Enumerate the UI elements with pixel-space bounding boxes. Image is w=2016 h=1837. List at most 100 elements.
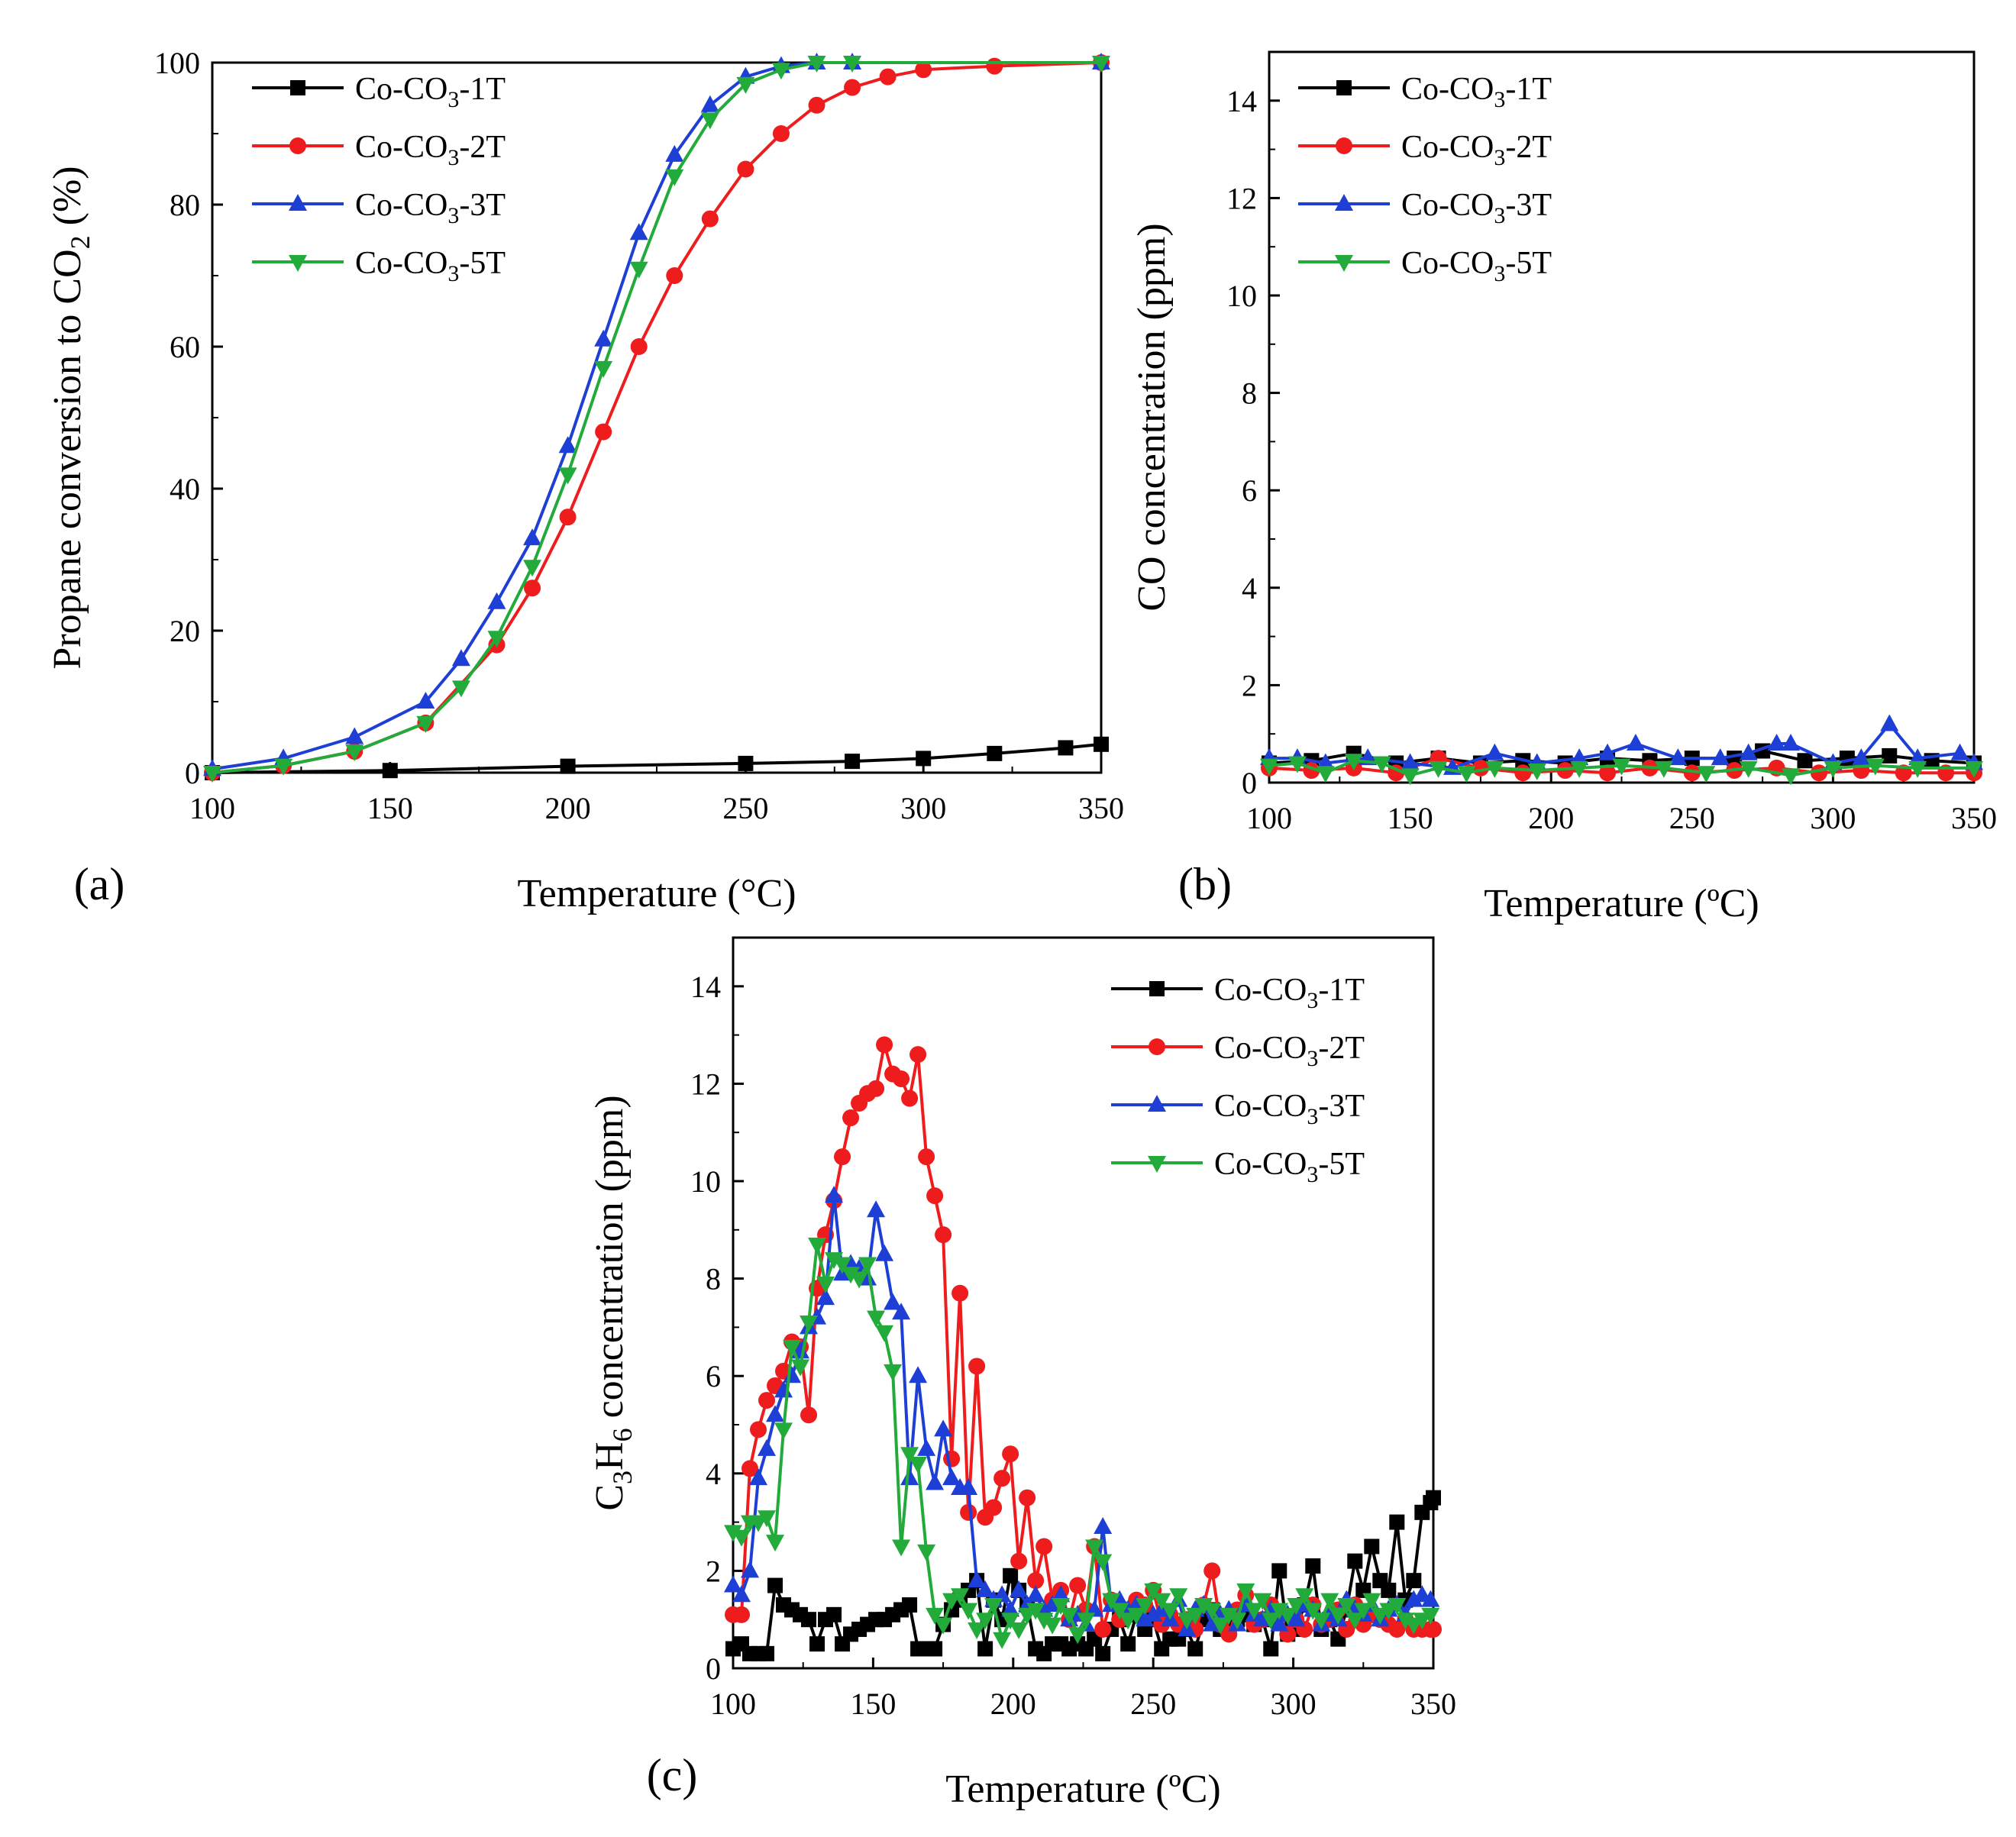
data-point-2T — [666, 267, 683, 284]
data-point-5T — [1344, 754, 1363, 771]
legend-label-3T: Co-CO3-3T — [1214, 1089, 1365, 1129]
data-point-3T — [1598, 743, 1617, 760]
data-point-5T — [1346, 1613, 1365, 1630]
data-point-1T — [738, 755, 754, 771]
legend: Co-CO3-1T Co-CO3-2T Co-CO3-3T Co-CO3-5T — [1111, 973, 1365, 1187]
data-point-5T — [833, 1257, 852, 1274]
series-3T — [203, 53, 1110, 776]
data-point-3T — [724, 1575, 742, 1593]
data-point-5T — [1697, 766, 1716, 783]
data-point-5T — [1043, 1617, 1062, 1635]
data-point-3T — [909, 1366, 928, 1383]
data-point-5T — [732, 1529, 751, 1547]
data-point-5T — [1396, 1613, 1415, 1630]
x-tick-label: 300 — [900, 791, 946, 825]
data-point-1T — [902, 1597, 918, 1613]
data-point-2T — [951, 1284, 969, 1302]
data-point-5T — [1228, 1613, 1247, 1630]
data-point-5T — [771, 63, 790, 80]
legend-marker-5T — [289, 255, 307, 272]
data-point-2T — [1683, 764, 1701, 782]
x-tick-label: 350 — [1951, 801, 1997, 835]
data-point-5T — [900, 1447, 919, 1464]
data-point-5T — [1457, 766, 1476, 783]
panel-label: (c) — [647, 1750, 698, 1800]
data-point-3T — [451, 649, 470, 667]
data-point-3T — [1010, 1580, 1029, 1597]
legend-label-2T: Co-CO3-2T — [1401, 130, 1552, 170]
data-point-2T — [1425, 1620, 1442, 1638]
data-point-5T — [842, 1267, 861, 1284]
data-point-5T — [1329, 1607, 1348, 1625]
data-point-5T — [774, 1422, 793, 1440]
data-point-5T — [1421, 1607, 1440, 1625]
data-point-2T — [985, 1499, 1003, 1516]
data-point-3T — [766, 1405, 785, 1422]
data-point-3T — [892, 1303, 911, 1320]
data-point-5T — [1295, 1588, 1314, 1606]
data-point-2T — [733, 1606, 751, 1623]
data-point-2T — [524, 580, 541, 597]
data-point-5T — [926, 1607, 945, 1625]
legend-label-5T: Co-CO3-5T — [1401, 246, 1552, 286]
legend-label-3T: Co-CO3-3T — [1401, 188, 1552, 228]
data-point-2T — [993, 1470, 1011, 1487]
series-line-2T — [212, 61, 1102, 774]
x-tick-label: 300 — [1271, 1687, 1317, 1721]
data-point-5T — [1060, 1607, 1079, 1625]
data-point-3T — [1485, 743, 1504, 760]
data-point-1T — [1271, 1563, 1287, 1579]
data-point-2T — [741, 1460, 759, 1477]
data-point-5T — [1824, 760, 1843, 778]
data-point-5T — [594, 360, 613, 378]
data-point-3T — [884, 1293, 903, 1310]
data-point-2T — [750, 1421, 767, 1438]
legend-marker-2T — [289, 137, 306, 154]
data-point-5T — [766, 1535, 785, 1552]
x-tick-label: 200 — [545, 791, 591, 825]
data-point-3T — [345, 727, 364, 744]
data-point-3T — [700, 95, 719, 112]
x-tick-label: 100 — [189, 791, 235, 825]
data-point-5T — [850, 1271, 869, 1289]
data-point-5T — [867, 1310, 886, 1328]
data-point-1T — [1094, 736, 1109, 752]
data-point-2T — [926, 1187, 944, 1205]
data-point-5T — [1260, 758, 1278, 776]
data-point-5T — [1094, 1554, 1113, 1571]
data-point-3T — [665, 144, 684, 162]
data-point-2T — [901, 1090, 919, 1107]
data-point-2T — [630, 338, 648, 355]
data-point-3T — [1144, 1604, 1163, 1622]
x-axis-title: Temperature (ºC) — [945, 1768, 1220, 1811]
data-point-2T — [935, 1226, 952, 1244]
data-point-2T — [1599, 764, 1617, 782]
data-point-3T — [917, 1438, 936, 1456]
x-axis-title: Temperature (°C) — [517, 872, 796, 915]
data-point-5T — [816, 1276, 835, 1293]
data-point-5T — [1316, 766, 1335, 783]
y-tick-label: 6 — [1242, 473, 1257, 508]
data-point-5T — [1287, 756, 1307, 773]
data-point-5T — [523, 560, 542, 577]
data-point-2T — [1027, 1572, 1045, 1590]
data-point-5T — [800, 1316, 819, 1333]
data-point-2T — [808, 96, 825, 114]
x-tick-label: 100 — [1246, 801, 1292, 835]
data-point-5T — [1035, 1613, 1054, 1630]
data-point-3T — [1782, 733, 1801, 751]
data-point-1T — [382, 763, 398, 779]
panel-label: (b) — [1178, 859, 1232, 909]
data-point-2T — [1019, 1489, 1036, 1506]
data-point-5T — [1304, 1603, 1323, 1620]
data-point-3T — [758, 1438, 777, 1456]
data-point-3T — [594, 329, 613, 347]
series-5T — [1260, 754, 1983, 786]
data-point-5T — [1077, 1613, 1096, 1630]
data-point-1T — [1120, 1636, 1136, 1652]
data-point-2T — [800, 1406, 818, 1424]
data-point-3T — [1052, 1585, 1071, 1603]
data-point-5T — [1236, 1583, 1255, 1600]
data-point-5T — [1570, 760, 1589, 778]
data-point-5T — [1001, 1613, 1020, 1630]
